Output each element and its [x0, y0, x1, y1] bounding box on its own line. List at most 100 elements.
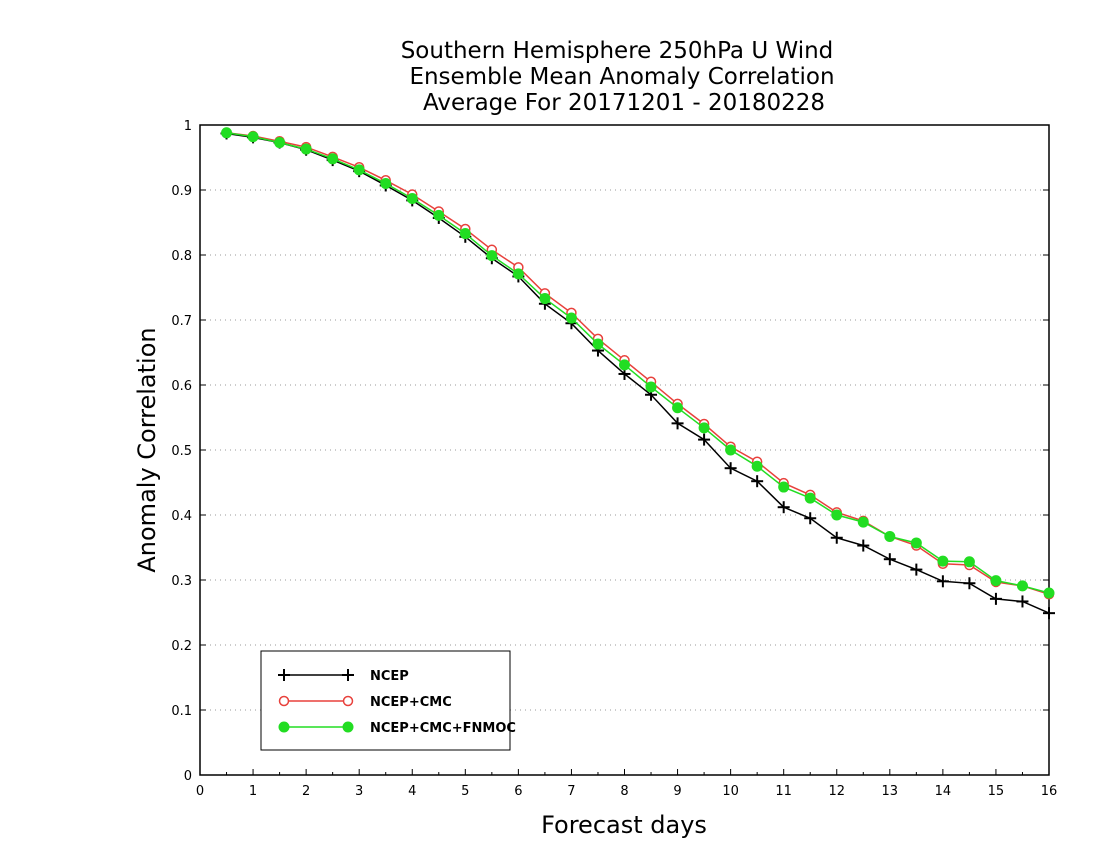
legend-marker [342, 721, 354, 733]
data-point [1043, 587, 1055, 599]
chart-title: Southern Hemisphere 250hPa U Wind Ensemb… [401, 38, 835, 116]
data-point [884, 530, 896, 542]
data-point [221, 127, 233, 139]
data-point [725, 444, 737, 456]
data-point [698, 433, 711, 446]
legend-label: NCEP [370, 669, 409, 684]
y-tick-label: 0.5 [171, 444, 192, 459]
y-tick-label: 0.3 [171, 574, 192, 589]
data-point [963, 556, 975, 568]
data-point [1043, 607, 1055, 620]
data-point [804, 492, 816, 504]
y-axis-label: Anomaly Correlation [133, 327, 161, 572]
data-point [989, 592, 1002, 605]
data-point [751, 475, 764, 488]
title-line-3: Average For 20171201 - 20180228 [423, 90, 825, 116]
data-point [777, 501, 790, 514]
data-point [247, 131, 259, 143]
data-point [936, 575, 949, 588]
data-point [671, 417, 684, 430]
legend-label: NCEP+CMC [370, 695, 452, 710]
x-tick-label: 10 [722, 784, 739, 799]
y-tick-label: 0.6 [171, 379, 192, 394]
x-tick-label: 4 [408, 784, 416, 799]
data-point [672, 402, 684, 414]
y-tick-label: 0.2 [171, 639, 192, 654]
x-tick-label: 14 [935, 784, 952, 799]
data-point [565, 312, 577, 324]
x-tick-label: 6 [514, 784, 522, 799]
data-point [1016, 595, 1029, 608]
data-point [619, 359, 630, 371]
y-tick-label: 0 [184, 769, 192, 784]
data-point [963, 577, 976, 590]
data-point [327, 153, 339, 165]
y-axis: 0 0.1 0.2 0.3 0.4 0.5 0.6 0.7 0.8 0.9 1 [171, 119, 1049, 784]
x-tick-label: 2 [302, 784, 310, 799]
data-point [1016, 580, 1028, 592]
title-line-2: Ensemble Mean Anomaly Correlation [409, 64, 834, 90]
data-point [512, 268, 524, 280]
data-point [883, 553, 896, 566]
legend-label: NCEP+CMC+FNMOC [370, 721, 516, 736]
x-tick-label: 0 [196, 784, 204, 799]
data-point [539, 293, 551, 305]
y-tick-label: 0.9 [171, 184, 192, 199]
legend-marker [278, 695, 290, 707]
legend-item: NCEP+CMC [278, 695, 452, 710]
data-point [592, 338, 604, 350]
x-axis-label: Forecast days [541, 811, 707, 839]
series-ncep [220, 127, 1055, 620]
data-point [433, 209, 445, 221]
x-tick-label: 9 [673, 784, 681, 799]
legend-item: NCEP [278, 669, 409, 684]
x-tick-label: 12 [828, 784, 845, 799]
data-point [804, 512, 817, 525]
data-point [459, 228, 471, 240]
data-point [937, 555, 949, 567]
series-line [226, 132, 1050, 614]
data-point [778, 481, 790, 493]
data-point [406, 192, 418, 204]
data-point [300, 143, 312, 155]
data-point [830, 531, 843, 544]
data-point [831, 509, 843, 521]
legend-marker [342, 695, 354, 707]
legend-marker [278, 669, 290, 681]
x-tick-label: 5 [461, 784, 469, 799]
data-point [645, 381, 657, 393]
x-tick-label: 13 [882, 784, 899, 799]
y-tick-label: 1 [184, 119, 192, 134]
y-tick-label: 0.1 [171, 704, 192, 719]
title-line-1: Southern Hemisphere 250hPa U Wind [401, 38, 834, 64]
data-point [380, 178, 392, 189]
series-ncep-cmc-fnmoc [221, 127, 1055, 599]
x-tick-label: 7 [567, 784, 575, 799]
data-point [353, 164, 365, 176]
legend-item: NCEP+CMC+FNMOC [278, 721, 516, 736]
legend: NCEP NCEP+CMC NCEP+CMC+FNMOC [260, 650, 516, 751]
data-series [220, 127, 1055, 620]
data-point [486, 250, 498, 262]
legend-marker [278, 721, 290, 733]
data-point [910, 537, 922, 549]
data-point [990, 575, 1002, 587]
x-tick-label: 16 [1041, 784, 1058, 799]
data-point [751, 460, 763, 472]
x-axis: 0 1 2 3 4 5 6 7 8 9 10 11 12 13 14 15 16 [196, 769, 1057, 799]
data-point [910, 563, 923, 576]
x-tick-label: 15 [988, 784, 1005, 799]
y-tick-label: 0.7 [171, 314, 192, 329]
data-point [857, 539, 870, 552]
series-line [226, 132, 1050, 596]
series-line [226, 132, 1050, 594]
x-tick-label: 1 [249, 784, 257, 799]
data-point [857, 516, 869, 528]
data-point [698, 422, 710, 434]
data-point [724, 462, 737, 475]
series-ncep-cmc [221, 127, 1055, 600]
y-tick-label: 0.8 [171, 249, 192, 264]
data-point [274, 137, 286, 149]
x-tick-label: 11 [775, 784, 792, 799]
